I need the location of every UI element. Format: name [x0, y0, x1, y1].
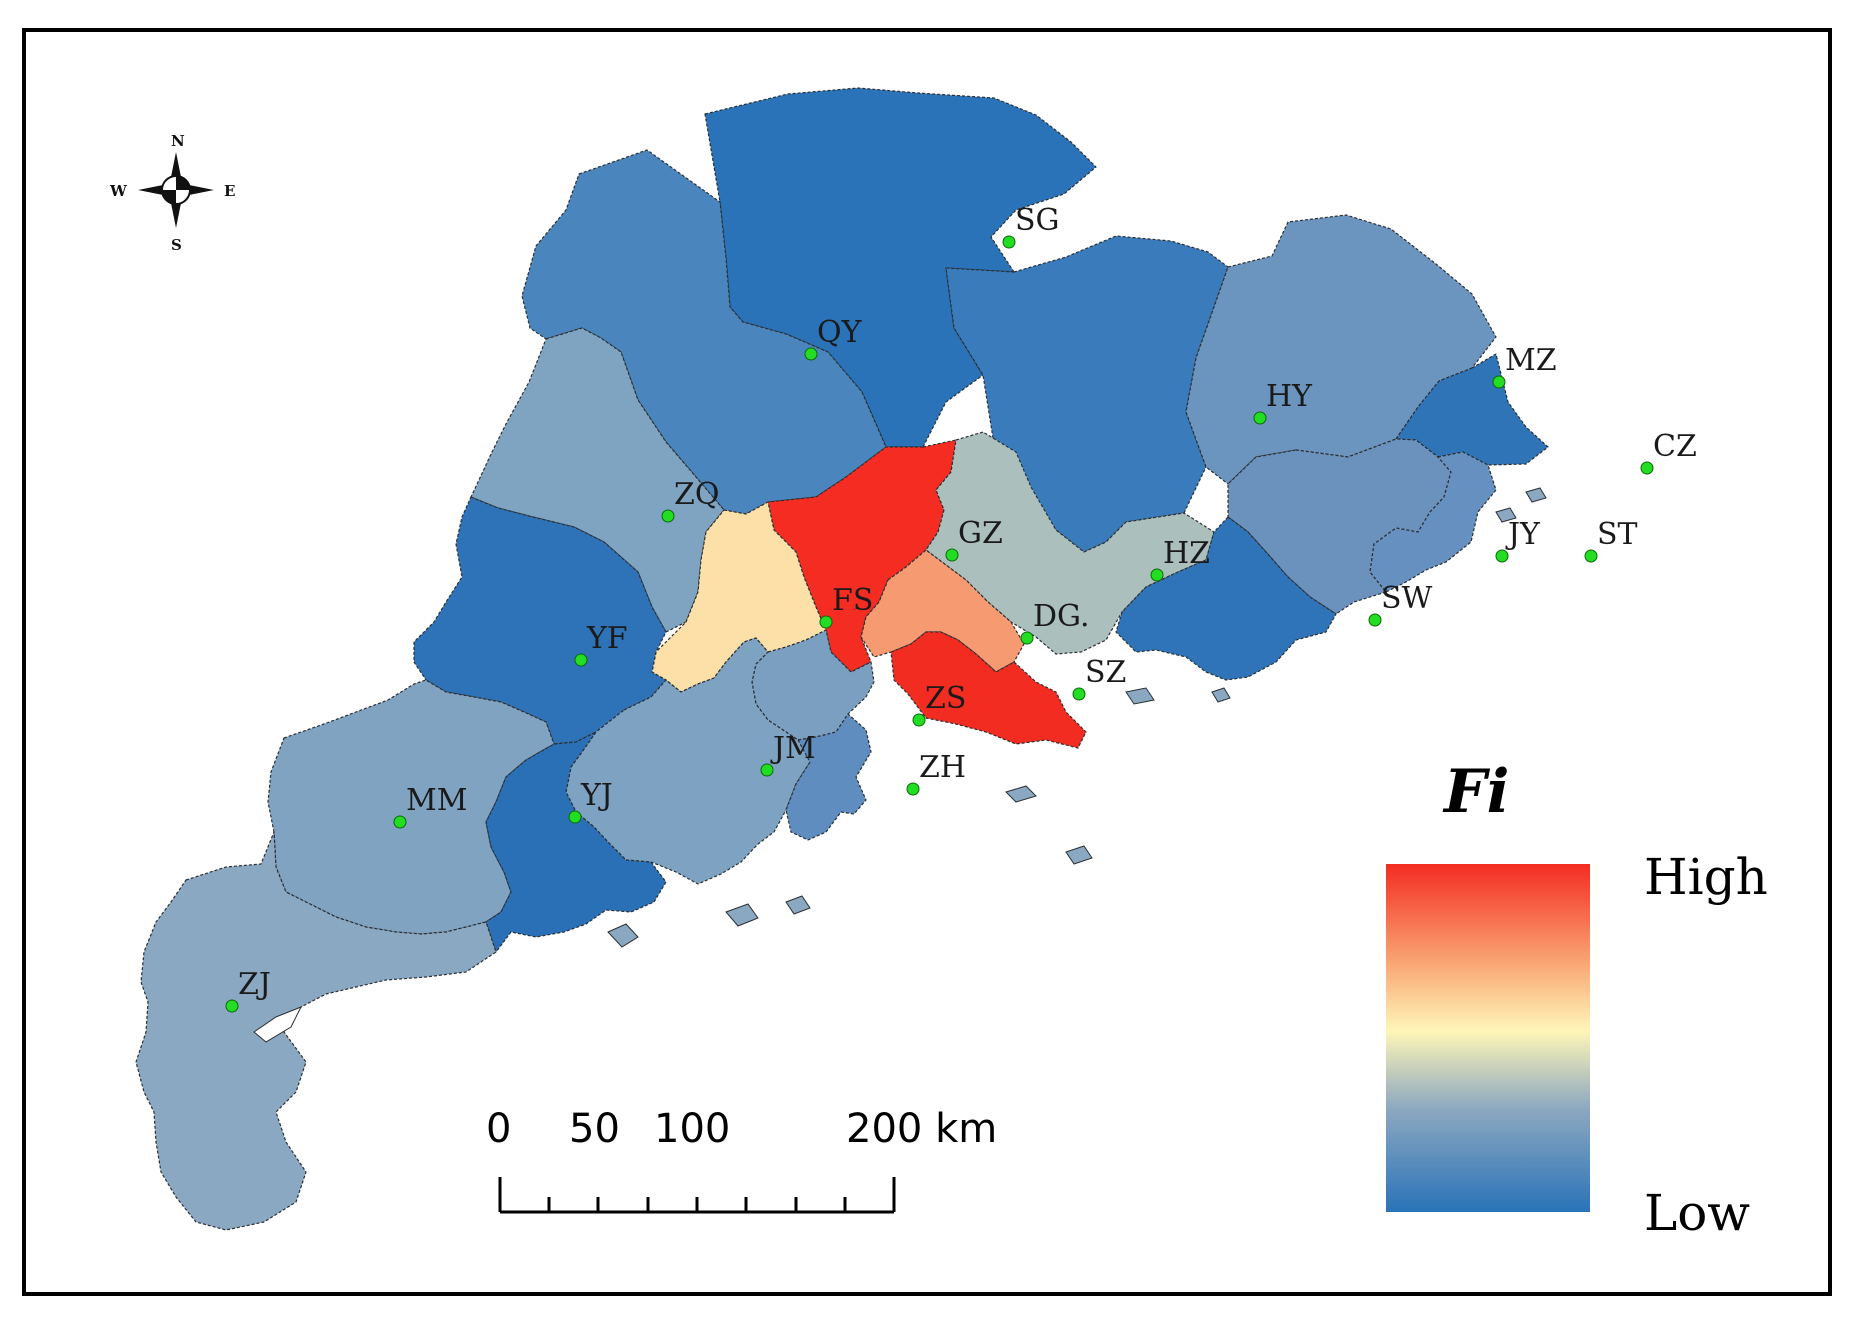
city-label-fs: FS — [832, 583, 873, 618]
city-marker-hy — [1253, 411, 1267, 425]
compass-rose: N S E W — [109, 132, 235, 254]
city-marker-dg — [1020, 631, 1034, 645]
city-marker-yf — [574, 653, 588, 667]
region-sw[interactable] — [1115, 516, 1337, 681]
legend-low-label: Low — [1644, 1184, 1750, 1242]
legend-high-label: High — [1644, 848, 1768, 906]
city-label-zj: ZJ — [238, 967, 271, 1002]
region-zj[interactable] — [135, 831, 497, 1231]
city-label-st: ST — [1597, 517, 1638, 552]
city-label-sz: SZ — [1085, 655, 1126, 690]
legend: Fi High Low — [1386, 757, 1768, 1242]
city-label-mz: MZ — [1505, 343, 1557, 378]
scale-tick-200: 200 km — [846, 1106, 997, 1152]
city-label-hz: HZ — [1163, 536, 1210, 571]
city-marker-qy — [804, 347, 818, 361]
city-marker-gz — [945, 548, 959, 562]
region-zq[interactable] — [470, 327, 725, 633]
city-markers: SG QY HY MZ CZ ZQ GZ HZ JY ST SW FS DG. SZ YF ZS JM ZH MM Y… — [225, 203, 1697, 1013]
city-marker-zh — [906, 782, 920, 796]
region-yj[interactable] — [485, 731, 667, 953]
city-marker-mm — [393, 815, 407, 829]
city-marker-jm — [760, 763, 774, 777]
region-jy[interactable] — [1227, 438, 1452, 615]
city-marker-jy — [1495, 549, 1509, 563]
legend-title: Fi — [1442, 757, 1509, 827]
city-marker-st — [1584, 549, 1598, 563]
city-label-mm: MM — [406, 783, 467, 818]
city-label-sg: SG — [1015, 203, 1060, 238]
region-qy[interactable] — [521, 149, 887, 515]
city-label-zs: ZS — [925, 681, 966, 716]
city-label-dg: DG. — [1033, 599, 1089, 634]
region-sz[interactable] — [890, 631, 1087, 749]
city-marker-sg — [1002, 235, 1016, 249]
zhanjiang-bay — [253, 1006, 303, 1043]
city-label-gz: GZ — [958, 516, 1003, 551]
region-zh[interactable] — [785, 713, 872, 841]
city-marker-sw — [1368, 613, 1382, 627]
scale-tick-0: 0 — [486, 1106, 511, 1152]
city-marker-zs — [912, 713, 926, 727]
region-st[interactable] — [1369, 451, 1497, 593]
compass-west-label: W — [109, 182, 128, 200]
city-marker-zq — [661, 509, 675, 523]
city-label-zh: ZH — [919, 750, 966, 785]
city-marker-zj — [225, 999, 239, 1013]
compass-south-label: S — [171, 236, 182, 254]
city-label-qy: QY — [817, 315, 863, 350]
region-yf[interactable] — [413, 496, 667, 745]
compass-north-label: N — [171, 132, 185, 150]
city-label-zq: ZQ — [674, 477, 719, 512]
city-label-yj: YJ — [580, 778, 613, 813]
city-label-cz: CZ — [1653, 429, 1697, 464]
city-label-jy: JY — [1505, 517, 1541, 552]
compass-east-label: E — [224, 182, 235, 200]
city-marker-sz — [1072, 687, 1086, 701]
city-marker-cz — [1640, 461, 1654, 475]
regions-layer — [135, 87, 1549, 1231]
city-label-yf: YF — [586, 621, 628, 656]
city-label-sw: SW — [1381, 581, 1433, 616]
scale-tick-50: 50 — [569, 1106, 620, 1152]
coastal-islands — [607, 487, 1547, 948]
city-label-jm: JM — [770, 731, 816, 766]
city-marker-hz — [1150, 568, 1164, 582]
scale-tick-100: 100 — [654, 1106, 730, 1152]
scale-bar — [498, 1177, 896, 1214]
city-marker-fs — [819, 615, 833, 629]
legend-color-ramp — [1386, 864, 1590, 1212]
city-marker-yj — [568, 810, 582, 824]
city-marker-mz — [1492, 375, 1506, 389]
map-frame: SG QY HY MZ CZ ZQ GZ HZ JY ST SW FS DG. SZ YF ZS JM ZH MM Y… — [22, 28, 1832, 1296]
city-label-hy: HY — [1266, 379, 1313, 414]
